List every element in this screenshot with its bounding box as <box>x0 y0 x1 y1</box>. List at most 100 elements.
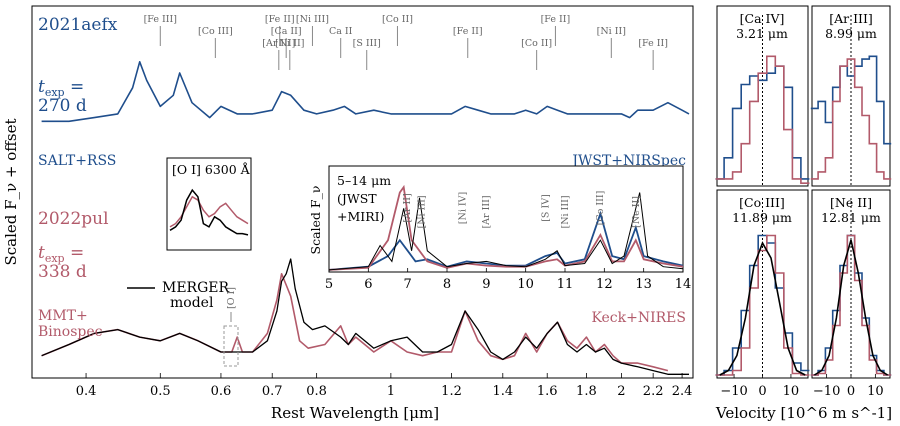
inset-mir-xtick-label: 8 <box>443 277 451 292</box>
main-ticks-group: 0.4 0.5 0.6 0.7 0.8 1 1.2 1.4 1.6 1.8 2 2.2 2.4 <box>76 373 693 399</box>
inset-mir-ylabel: Scaled F_ν <box>308 186 323 255</box>
vel-ar-iii-title-2: 8.99 μm <box>825 26 877 41</box>
sn2-inst-right: Keck+NIRES <box>591 310 686 326</box>
inset-mir-title-3: +MIRI) <box>337 209 384 224</box>
sn2-texp-eq: = <box>65 243 85 263</box>
sn2-texp-value: 338 d <box>38 262 87 282</box>
vel-xtick-label: −10 <box>720 384 747 399</box>
vel-panel-ne-ii: [Ne II] 12.81 μm −10 0 10 <box>810 189 892 399</box>
vel-series-2022pul <box>810 58 892 180</box>
inset-mir-line-id-label: [Ne II] <box>631 196 642 228</box>
sn1-texp: texp = <box>38 77 84 99</box>
main-xtick-label: 1 <box>387 384 395 399</box>
sn1-texp-eq: = <box>65 77 85 97</box>
vel-series-2022pul <box>715 55 810 184</box>
legend-merger-label-1: MERGER <box>162 280 229 296</box>
inset-mir-series-merger-model <box>328 192 684 271</box>
inset-mir-xtick-label: 5 <box>325 277 333 292</box>
vel-co-iii-title-2: 11.89 μm <box>732 210 792 225</box>
inset-mir-series-group <box>328 184 684 271</box>
inset-mir-line-id-label: [Ni IV] <box>458 192 469 224</box>
sn1-inst-right: JWST+NIRSpec <box>570 153 686 169</box>
inset-oi-series-merger-model <box>169 188 249 236</box>
oi-dashed-box <box>223 325 239 367</box>
vel-ne-ii-title-2: 12.81 μm <box>821 210 881 225</box>
vel-ar-iii-title-1: [Ar III] <box>829 11 873 26</box>
inset-mir-xtick-label: 13 <box>635 277 652 292</box>
inset-mir-line-id-label: [Ni III] <box>560 195 571 228</box>
inset-mir-line-id-label: [Ar II] <box>402 193 413 222</box>
inset-mir-line-ids-group: [Ar II] [Ni III] [Ni IV] [Ar III] [S IV] [Ni … <box>402 191 642 229</box>
vel-series-2022pul <box>810 234 892 376</box>
main-line-id-label: [Fe II] <box>638 38 668 49</box>
vel-xtick-label: −10 <box>813 384 840 399</box>
vel-ar-iii-series-group <box>810 15 892 186</box>
sn2-inst-left-2: Binospec <box>38 324 103 340</box>
inset-oi-title: [O I] 6300 Å <box>172 162 251 177</box>
inset-oi-series-group <box>169 188 249 236</box>
sn2-name: 2022pul <box>38 209 109 229</box>
sn2-texp-sub: exp <box>45 252 65 265</box>
velocity-xlabel: Velocity [10^6 m s^-1] <box>715 404 892 422</box>
main-line-id-label: Ca II <box>329 26 353 37</box>
sn1-name: 2021aefx <box>38 15 118 35</box>
main-line-id-label: [Ca II] <box>271 26 302 37</box>
sn2-inst-left-1: MMT+ <box>38 308 88 324</box>
main-line-id-label: [Ni II] <box>597 26 626 37</box>
vel-xtick-label: 0 <box>758 384 766 399</box>
inset-mir-xtick-label: 10 <box>517 277 534 292</box>
main-line-id-label: [Co III] <box>198 26 233 37</box>
main-xtick-label: 0.4 <box>76 384 97 399</box>
main-xtick-label: 0.8 <box>306 384 327 399</box>
sn1-texp-sub: exp <box>45 86 65 99</box>
main-line-id-label: [Ni II] <box>275 38 304 49</box>
vel-ca-iv-title-2: 3.21 μm <box>736 26 788 41</box>
main-line-id-label: [Fe II] <box>453 26 483 37</box>
main-series-2021aefx <box>41 61 690 123</box>
vel-series-2021aefx <box>715 65 810 180</box>
vel-series-merger-model <box>719 241 806 376</box>
main-line-id-label: [S III] <box>353 38 381 49</box>
main-xtick-label: 1.2 <box>441 384 462 399</box>
main-spectrum-panel: 0.4 0.5 0.6 0.7 0.8 1 1.2 1.4 1.6 1.8 2 2.2 2.4 [Fe … <box>2 5 694 422</box>
vel-xtick-label: 0 <box>847 384 855 399</box>
main-xtick-label: 2.4 <box>672 384 693 399</box>
inset-mir-xtick-label: 11 <box>557 277 574 292</box>
vel-co-iii-ticks-group: −10 0 10 <box>720 374 799 399</box>
sn1-texp-t: t <box>38 77 45 97</box>
main-xtick-label: 0.7 <box>262 384 283 399</box>
sn1-texp-value: 270 d <box>38 96 87 116</box>
vel-ne-ii-series-group <box>810 198 892 378</box>
vel-ne-ii-ticks-group: −10 0 10 <box>813 374 884 399</box>
main-line-id-label: [Ni III] <box>296 14 329 25</box>
main-xtick-label: 1.8 <box>576 384 597 399</box>
main-xtick-label: 2.2 <box>643 384 664 399</box>
inset-mir-title-2: (JWST <box>337 191 377 206</box>
inset-oi-panel: [O I] 6300 Å <box>166 157 252 251</box>
main-line-id-label: [Co II] <box>382 14 413 25</box>
main-line-id-label: [Ar III] <box>262 38 295 49</box>
main-line-id-label: [Co II] <box>521 38 552 49</box>
inset-mir-xtick-label: 6 <box>364 277 372 292</box>
inset-mir-xtick-label: 14 <box>675 277 692 292</box>
inset-mir-series-2021aefx <box>328 210 684 271</box>
inset-mir-ticks-group: 5 6 7 8 9 10 11 12 13 14 <box>325 268 691 292</box>
main-xtick-label: 0.6 <box>211 384 232 399</box>
vel-ca-iv-series-group <box>715 15 810 186</box>
sn1-inst-left: SALT+RSS <box>38 153 116 169</box>
vel-series-2021aefx <box>810 55 892 145</box>
legend-merger-label-2: model <box>170 295 214 311</box>
inset-mir-title-1: 5–14 μm <box>337 173 391 188</box>
inset-mir-line-id-label: [Co III] <box>595 191 606 226</box>
main-series-merger-model <box>41 258 689 375</box>
sn2-texp-t: t <box>38 243 45 263</box>
vel-panel-ca-iv: [Ca IV] 3.21 μm <box>715 5 810 187</box>
main-xlabel: Rest Wavelength [μm] <box>271 404 439 422</box>
main-line-id-label: [Fe II] <box>541 14 571 25</box>
inset-mir-xtick-label: 9 <box>482 277 490 292</box>
vel-co-iii-series-group <box>715 198 810 378</box>
vel-ca-iv-title-1: [Ca IV] <box>740 11 785 26</box>
main-xtick-label: 1.4 <box>492 384 513 399</box>
vel-ar-iii-frame <box>811 5 891 187</box>
